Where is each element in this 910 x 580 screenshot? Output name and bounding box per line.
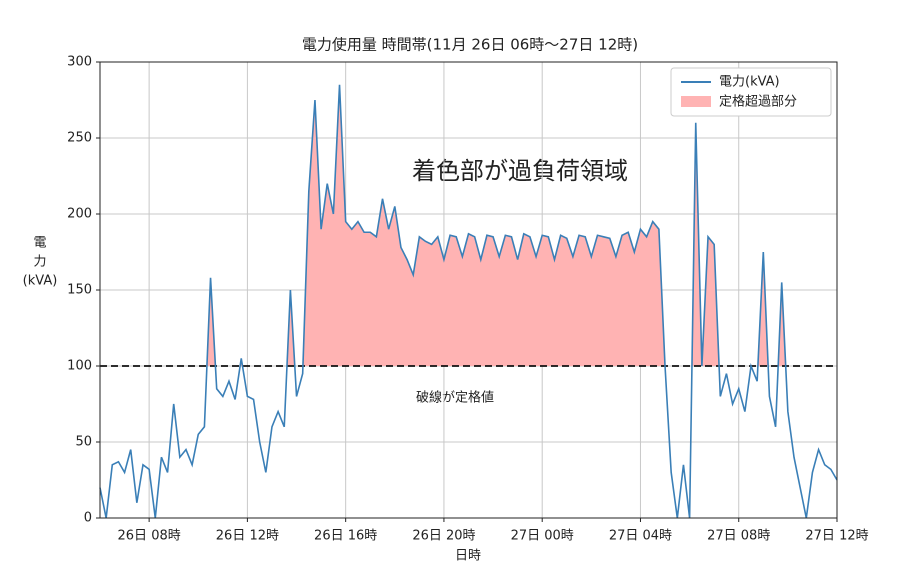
y-axis-label: (kVA) (23, 274, 58, 289)
x-axis-label: 日時 (455, 549, 481, 564)
x-tick-label: 27日 08時 (707, 529, 770, 544)
y-axis-label: 力 (33, 255, 46, 270)
x-tick-label: 27日 04時 (609, 529, 672, 544)
chart-title: 電力使用量 時間帯(11月 26日 06時～27日 12時) (302, 36, 638, 54)
plot-frame (99, 61, 838, 519)
annotation: 着色部が過負荷領域 (412, 157, 628, 185)
annotation: 破線が定格値 (416, 390, 494, 406)
legend-label: 定格超過部分 (719, 94, 797, 110)
x-tick-label: 26日 16時 (314, 529, 377, 544)
legend-label: 電力(kVA) (719, 75, 780, 90)
y-tick-label: 250 (67, 131, 92, 146)
overload-area (100, 84, 837, 366)
x-tick-label: 26日 08時 (118, 529, 181, 544)
y-tick-label: 150 (67, 283, 92, 298)
x-tick-label: 27日 00時 (511, 529, 574, 544)
y-tick-label: 100 (67, 359, 92, 374)
x-tick-label: 26日 20時 (412, 529, 475, 544)
y-tick-label: 0 (84, 511, 92, 526)
y-tick-label: 300 (67, 55, 92, 70)
y-axis-label: 電 (33, 236, 46, 251)
y-tick-label: 50 (75, 435, 92, 450)
x-tick-label: 27日 12時 (805, 529, 868, 544)
y-tick-label: 200 (67, 207, 92, 222)
x-tick-label: 26日 12時 (216, 529, 279, 544)
line (99, 84, 838, 519)
legend-swatch (681, 96, 711, 107)
